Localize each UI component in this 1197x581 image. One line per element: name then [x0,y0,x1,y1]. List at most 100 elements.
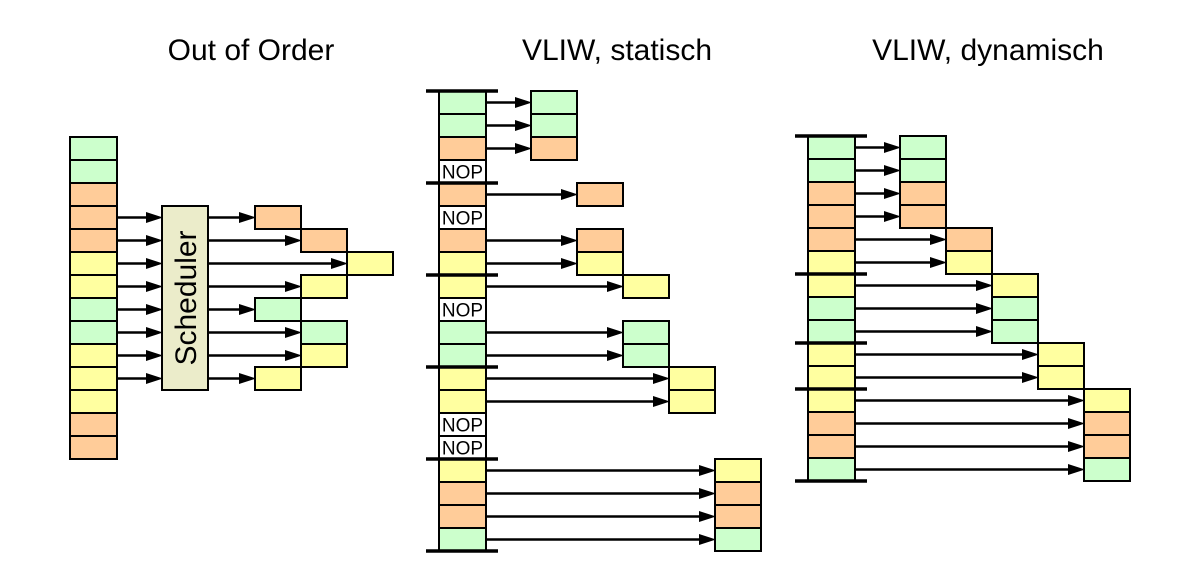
issue-arrow [486,350,624,361]
executed-cell [1083,434,1131,459]
executed-cell [991,319,1039,344]
executed-cell [622,343,670,368]
arrow-head [146,327,163,338]
arrow-head [239,212,256,223]
instruction-cell [438,136,487,161]
instruction-cell [807,411,856,436]
arrow-head [146,350,163,361]
issue-arrow [486,327,624,338]
arrow-head [239,373,256,384]
nop-label: NOP [442,301,483,322]
instruction-cell [438,504,487,529]
instruction-cell [69,274,118,299]
scheduler-box [161,205,209,391]
arrow-head [699,465,716,476]
arrow-head [146,212,163,223]
instruction-cell [69,136,118,161]
instruction-cell [69,159,118,184]
arrow-head [561,258,578,269]
instruction-cell [69,412,118,437]
executed-cell [714,504,762,529]
executed-cell [945,227,993,252]
arrow-head [1068,395,1085,406]
executed-cell [714,481,762,506]
instruction-cell [807,227,856,252]
arrow-head [884,188,901,199]
instruction-cell [438,113,487,138]
instruction-cell [807,434,856,459]
arrow-head [146,235,163,246]
arrow-head [699,488,716,499]
arrow-head [1022,349,1039,360]
executed-cell [300,343,348,368]
arrow-head [930,234,947,245]
arrow-head [699,511,716,522]
executed-cell [622,320,670,345]
executed-cell [254,205,302,230]
instruction-cell [438,274,487,299]
nop-label: NOP [442,416,483,437]
instruction-cell [69,182,118,207]
arrow-head [331,258,348,269]
instruction-cell [438,228,487,253]
instruction-cell [807,296,856,321]
arrow-head [146,258,163,269]
issue-arrow [486,373,670,384]
fetch-arrow [117,212,163,223]
instruction-cell [69,228,118,253]
executed-cell [714,458,762,483]
executed-cell [576,251,624,276]
instruction-cell [807,319,856,344]
panel-title: VLIW, statisch [522,34,712,67]
issue-arrow [208,281,302,292]
nop-label: NOP [442,163,483,184]
arrow-head [285,327,302,338]
arrow-head [515,120,532,131]
issue-arrow [486,120,532,131]
arrow-head [653,373,670,384]
arrow-head [653,396,670,407]
instruction-cell [807,365,856,390]
issue-arrow [208,235,302,246]
issue-arrow [855,303,993,314]
arrow-head [1068,441,1085,452]
executed-cell [300,228,348,253]
arrow-head [930,257,947,268]
arrow-head [146,304,163,315]
executed-cell [530,136,578,161]
panel-title: VLIW, dynamisch [872,34,1104,67]
executed-cell [991,273,1039,298]
executed-cell [991,296,1039,321]
executed-cell [899,204,947,229]
executed-cell [899,158,947,183]
instruction-cell [438,527,487,552]
arrow-head [146,373,163,384]
fetch-arrow [117,235,163,246]
issue-arrow [486,465,716,476]
issue-arrow [208,373,256,384]
issue-arrow [486,189,578,200]
instruction-cell [438,251,487,276]
arrow-head [1068,464,1085,475]
instruction-cell [807,250,856,275]
executed-cell [899,181,947,206]
issue-arrow [486,281,624,292]
issue-arrow [855,349,1039,360]
instruction-cell [438,320,487,345]
executed-cell [530,113,578,138]
arrow-head [515,97,532,108]
executed-cell [1037,342,1085,367]
instruction-cell [438,90,487,115]
issue-arrow [486,488,716,499]
executed-cell [668,366,716,391]
instruction-cell [69,366,118,391]
instruction-cell [69,205,118,230]
instruction-cell [438,366,487,391]
executed-cell [576,228,624,253]
issue-arrow [855,142,901,153]
arrow-head [884,165,901,176]
instruction-cell [807,135,856,160]
issue-arrow [855,326,993,337]
arrow-head [976,326,993,337]
issue-arrow [208,350,302,361]
